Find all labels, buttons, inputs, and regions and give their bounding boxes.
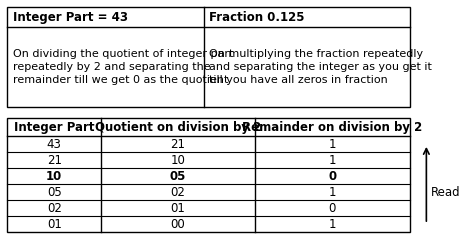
Text: Fraction 0.125: Fraction 0.125 bbox=[210, 10, 305, 23]
Text: 1: 1 bbox=[329, 186, 336, 199]
Text: On multiplying the fraction repeatedly
and separating the integer as you get it
: On multiplying the fraction repeatedly a… bbox=[210, 49, 432, 85]
Text: Integer Part = 43: Integer Part = 43 bbox=[13, 10, 128, 23]
Bar bbox=[8, 118, 410, 232]
Text: Remainder on division by 2: Remainder on division by 2 bbox=[242, 120, 422, 133]
Text: 02: 02 bbox=[171, 186, 185, 199]
Text: 01: 01 bbox=[47, 218, 62, 231]
Text: 21: 21 bbox=[47, 154, 62, 167]
Text: 10: 10 bbox=[171, 154, 185, 167]
Text: 21: 21 bbox=[170, 137, 185, 150]
Text: 1: 1 bbox=[329, 154, 336, 167]
Text: Read: Read bbox=[431, 186, 461, 199]
Text: 1: 1 bbox=[329, 218, 336, 231]
Text: 05: 05 bbox=[170, 169, 186, 182]
Text: 43: 43 bbox=[47, 137, 62, 150]
Text: Integer Part: Integer Part bbox=[14, 120, 94, 133]
Text: 0: 0 bbox=[329, 201, 336, 214]
Bar bbox=[8, 7, 410, 107]
Text: 1: 1 bbox=[329, 137, 336, 150]
Text: 0: 0 bbox=[329, 169, 337, 182]
Text: On dividing the quotient of integer part
repeatedly by 2 and separating the
rema: On dividing the quotient of integer part… bbox=[13, 49, 234, 85]
Text: 05: 05 bbox=[47, 186, 62, 199]
Text: 00: 00 bbox=[171, 218, 185, 231]
Text: 10: 10 bbox=[46, 169, 62, 182]
Text: Quotient on division by 2: Quotient on division by 2 bbox=[95, 120, 261, 133]
Text: 01: 01 bbox=[171, 201, 185, 214]
Text: 02: 02 bbox=[47, 201, 62, 214]
